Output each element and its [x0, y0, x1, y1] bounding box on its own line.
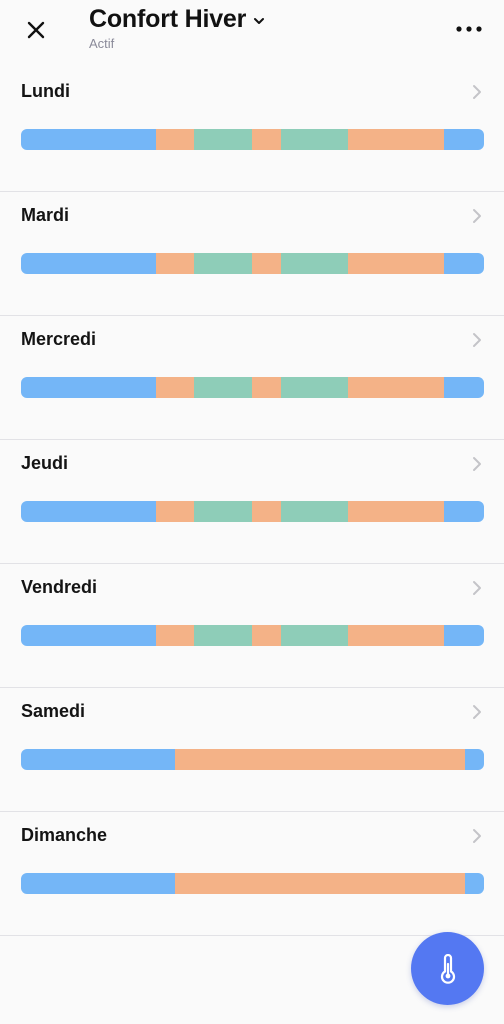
schedule-segment-eco — [21, 377, 156, 398]
schedule-segment-confort-plus — [193, 625, 252, 646]
schedule-segment-eco — [444, 253, 484, 274]
schedule-bar — [21, 129, 484, 150]
schedule-segment-confort-plus — [281, 129, 349, 150]
schedule-segment-eco — [465, 749, 484, 770]
day-label: Vendredi — [21, 577, 98, 597]
schedule-bar — [21, 253, 484, 274]
more-horizontal-icon — [456, 26, 482, 32]
schedule-segment-confort — [155, 501, 194, 522]
schedule-segment-confort — [348, 253, 445, 274]
chevron-right-icon — [470, 455, 484, 473]
schedule-segment-confort — [348, 377, 445, 398]
chevron-right-icon — [470, 83, 484, 101]
day-label: Dimanche — [21, 825, 108, 845]
schedule-segment-eco — [465, 873, 484, 894]
schedule-segment-confort — [252, 501, 282, 522]
schedule-bar — [21, 873, 484, 894]
day-label: Lundi — [21, 81, 70, 101]
schedule-segment-confort-plus — [193, 377, 252, 398]
schedule-segment-confort — [348, 625, 445, 646]
title-block: Confort Hiver Actif — [89, 2, 265, 52]
schedule-segment-eco — [444, 377, 484, 398]
schedule-segment-confort — [155, 377, 194, 398]
chevron-right-icon — [470, 579, 484, 597]
schedule-segment-eco — [444, 501, 484, 522]
schedule-segment-eco — [21, 129, 156, 150]
schedule-segment-confort — [348, 129, 445, 150]
schedule-segment-confort — [155, 625, 194, 646]
day-row-jeudi[interactable]: Jeudi — [0, 440, 504, 564]
schedule-segment-confort — [175, 749, 465, 770]
chevron-down-icon — [253, 17, 265, 25]
status-subtitle: Actif — [89, 36, 115, 51]
schedule-segment-eco — [21, 253, 156, 274]
page-title: Confort Hiver — [89, 5, 247, 33]
schedule-segment-eco — [444, 625, 484, 646]
schedule-segment-confort-plus — [193, 501, 252, 522]
day-row-lundi[interactable]: Lundi — [0, 68, 504, 192]
schedule-bar — [21, 501, 484, 522]
day-label: Jeudi — [21, 453, 69, 473]
day-label: Samedi — [21, 701, 86, 721]
day-row-samedi[interactable]: Samedi — [0, 688, 504, 812]
close-button[interactable] — [20, 14, 52, 46]
day-row-mercredi[interactable]: Mercredi — [0, 316, 504, 440]
schedule-segment-confort — [252, 129, 282, 150]
program-selector[interactable]: Confort Hiver — [89, 2, 265, 36]
schedule-segment-confort-plus — [281, 501, 349, 522]
temperature-fab-button[interactable] — [411, 932, 484, 1005]
schedule-segment-confort — [155, 253, 194, 274]
schedule-segment-confort-plus — [281, 253, 349, 274]
day-row-dimanche[interactable]: Dimanche — [0, 812, 504, 936]
schedule-bar — [21, 625, 484, 646]
day-label: Mardi — [21, 205, 70, 225]
schedule-segment-eco — [21, 873, 176, 894]
chevron-right-icon — [470, 331, 484, 349]
schedule-segment-eco — [21, 625, 156, 646]
schedule-segment-eco — [444, 129, 484, 150]
thermometer-icon — [440, 953, 455, 984]
close-icon — [27, 21, 45, 39]
schedule-bar — [21, 377, 484, 398]
chevron-right-icon — [470, 827, 484, 845]
schedule-segment-confort-plus — [193, 129, 252, 150]
schedule-segment-eco — [21, 501, 156, 522]
header: Confort Hiver Actif — [0, 0, 504, 68]
schedule-segment-confort — [252, 253, 282, 274]
schedule-segment-eco — [21, 749, 176, 770]
day-row-mardi[interactable]: Mardi — [0, 192, 504, 316]
schedule-segment-confort — [252, 625, 282, 646]
schedule-segment-confort — [175, 873, 465, 894]
chevron-right-icon — [470, 207, 484, 225]
schedule-segment-confort — [252, 377, 282, 398]
schedule-segment-confort — [348, 501, 445, 522]
day-row-vendredi[interactable]: Vendredi — [0, 564, 504, 688]
chevron-right-icon — [470, 703, 484, 721]
day-label: Mercredi — [21, 329, 97, 349]
schedule-segment-confort — [155, 129, 194, 150]
schedule-segment-confort-plus — [193, 253, 252, 274]
schedule-segment-confort-plus — [281, 377, 349, 398]
schedule-segment-confort-plus — [281, 625, 349, 646]
more-options-button[interactable] — [454, 16, 484, 42]
day-list: Lundi Mardi Mercredi Jeudi Vendredi Samedi Dim… — [0, 68, 504, 936]
schedule-bar — [21, 749, 484, 770]
